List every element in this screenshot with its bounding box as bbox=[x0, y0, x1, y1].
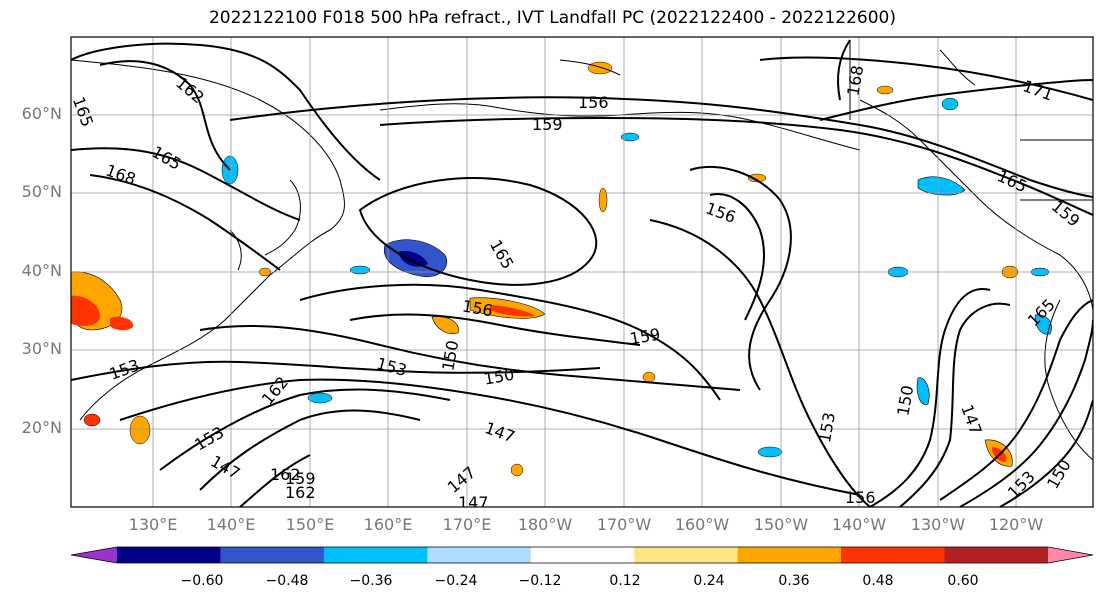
blue-patch-ne bbox=[917, 176, 966, 196]
coastlines bbox=[71, 40, 1093, 461]
lon-label-160w: 160°W bbox=[674, 515, 730, 534]
lon-label-150w: 150°W bbox=[753, 515, 809, 534]
blue-patch-small-5 bbox=[941, 97, 959, 111]
colorbar bbox=[70, 546, 1094, 564]
blue-patch-small-6 bbox=[757, 446, 783, 458]
colorbar-tick-label: 0.12 bbox=[609, 573, 641, 589]
colorbar-tick-label: −0.36 bbox=[349, 573, 393, 589]
blue-patch-small-4 bbox=[620, 132, 640, 142]
colorbar-outline bbox=[70, 546, 1094, 564]
refractivity-contours bbox=[71, 39, 1093, 507]
navy-patch bbox=[398, 250, 428, 267]
blue-patch-east bbox=[1034, 314, 1052, 335]
lat-label-20n: 20°N bbox=[21, 418, 62, 437]
red-patch-mid bbox=[490, 305, 535, 317]
colorbar-tick-label: −0.12 bbox=[518, 573, 562, 589]
map-title: 2022122100 F018 500 hPa refract., IVT La… bbox=[208, 8, 896, 28]
lon-label-140e: 140°E bbox=[206, 515, 256, 534]
orange-patch-small-10 bbox=[876, 85, 894, 95]
blue-patch-small-3 bbox=[307, 392, 333, 404]
red-patch-west-2 bbox=[110, 316, 134, 331]
blue-patch-east-2 bbox=[916, 377, 930, 405]
lon-label-180w: 180°W bbox=[517, 515, 573, 534]
orange-patch-small-5 bbox=[510, 463, 524, 477]
lon-label-130w: 130°W bbox=[910, 515, 966, 534]
colorbar-segment bbox=[427, 547, 532, 563]
lat-label-40n: 40°N bbox=[21, 261, 62, 280]
contour-label: 147 bbox=[458, 493, 489, 512]
colorbar-extend-low bbox=[71, 547, 118, 563]
colorbar-tick-label: 0.48 bbox=[862, 573, 894, 589]
lon-label-140w: 140°W bbox=[831, 515, 887, 534]
contour-label: 159 bbox=[532, 115, 563, 134]
colorbar-tick-label: −0.24 bbox=[434, 573, 478, 589]
orange-patch-small-3 bbox=[598, 187, 608, 213]
colorbar-tick-label: −0.48 bbox=[265, 573, 309, 589]
map-frame bbox=[70, 36, 1094, 508]
colorbar-segment bbox=[323, 547, 428, 563]
colorbar-segment bbox=[841, 547, 946, 563]
contour-label: 156 bbox=[578, 93, 609, 112]
contour-label: 156 bbox=[845, 488, 876, 507]
lon-label-130e: 130°E bbox=[128, 515, 178, 534]
blue-patch-small-2 bbox=[349, 265, 371, 275]
orange-patch-small-6 bbox=[129, 415, 151, 445]
colorbar-tick-label: −0.60 bbox=[180, 573, 224, 589]
lat-label-60n: 60°N bbox=[21, 104, 62, 123]
map-plot-area: 165 162 165 168 156 159 165 156 168 171 … bbox=[71, 37, 1093, 512]
lat-label-50n: 50°N bbox=[21, 182, 62, 201]
colorbar-segment bbox=[220, 547, 325, 563]
shaded-anomaly-patches bbox=[71, 61, 1052, 477]
lon-label-120w: 120°W bbox=[988, 515, 1044, 534]
contour-label: 159 bbox=[285, 469, 316, 488]
orange-patch-small-2 bbox=[747, 173, 767, 183]
colorbar-extend-high bbox=[1048, 547, 1093, 563]
colorbar-segment bbox=[530, 547, 635, 563]
contour-label: 162 bbox=[285, 483, 316, 502]
orange-patch-small-7 bbox=[83, 413, 101, 427]
orange-patch-small-4 bbox=[642, 371, 656, 383]
colorbar-tick-label: 0.24 bbox=[693, 573, 725, 589]
lat-label-30n: 30°N bbox=[21, 339, 62, 358]
lon-label-160e: 160°E bbox=[363, 515, 413, 534]
colorbar-segment bbox=[944, 547, 1049, 563]
colorbar-tick-label: 0.36 bbox=[778, 573, 810, 589]
orange-patch-small-1 bbox=[587, 61, 613, 75]
colorbar-segment bbox=[737, 547, 842, 563]
lon-label-170e: 170°E bbox=[442, 515, 492, 534]
red-patch-west bbox=[71, 295, 100, 326]
colorbar-tick-label: 0.60 bbox=[947, 573, 979, 589]
colorbar-segment bbox=[117, 547, 221, 563]
lon-label-150e: 150°E bbox=[285, 515, 335, 534]
contour-label: 162 bbox=[270, 465, 301, 484]
colorbar-segment bbox=[634, 547, 739, 563]
lon-label-170w: 170°W bbox=[596, 515, 652, 534]
